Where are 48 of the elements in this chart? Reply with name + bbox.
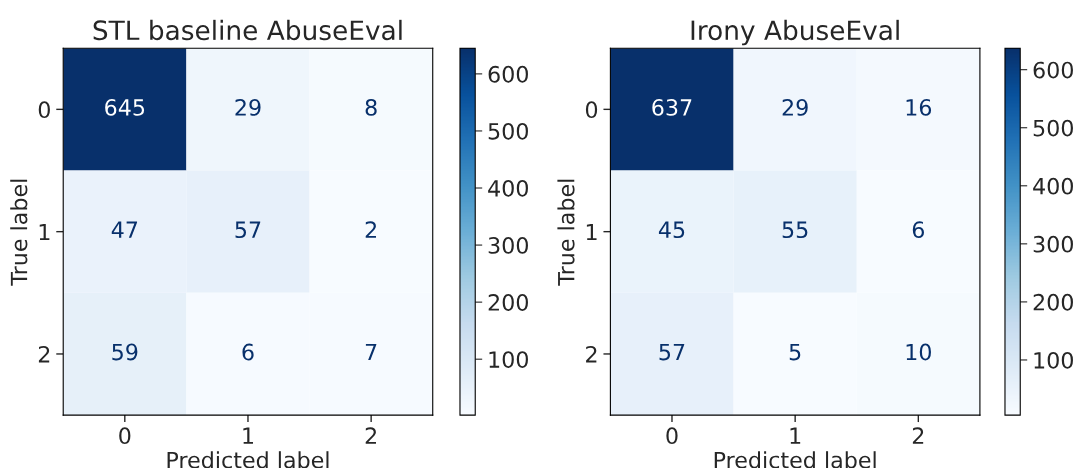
color-bar-label: 400 [1033,177,1073,195]
data-label: 10 [906,343,931,361]
data-label: 47 [111,221,138,238]
data-label: 2 [365,221,376,238]
color-bar-label: 300 [1033,235,1073,253]
data-label: 5 [789,343,801,361]
x-tick-label: 2 [365,427,376,444]
color-bar-label: 300 [488,237,528,254]
chart-title: Irony AbuseEval [691,19,899,46]
data-label: 6 [242,343,254,361]
color-bar-label: 200 [1033,293,1073,311]
x-axis-title: Predicted label [714,451,876,468]
data-label: 637 [652,98,692,116]
x-tick-label: 2 [912,427,924,444]
data-label: 57 [235,221,261,239]
data-label: 45 [658,221,685,239]
y-tick-label: 0 [585,101,598,119]
x-tick-label: 0 [666,427,678,445]
y-tick-label: 2 [38,345,50,363]
data-label: 16 [906,98,932,116]
color-bar-label: 100 [489,351,528,368]
x-tick-label: 1 [243,427,253,444]
x-tick-label: 1 [790,427,801,444]
chart-title: STL baseline AbuseEval [93,19,402,41]
y-tick-label: 1 [39,223,50,241]
color-bar-label: 600 [1033,61,1073,79]
data-label: 55 [782,221,808,239]
color-bar-label: 400 [488,179,528,197]
color-bar-label: 500 [1033,119,1073,137]
data-label: 59 [112,343,138,361]
x-tick-label: 0 [119,427,131,445]
data-label: 8 [365,98,377,116]
y-tick-label: 0 [38,101,50,119]
color-bar-label: 500 [488,122,528,140]
y-axis-title: True label [557,179,575,286]
data-label: 57 [659,343,685,361]
x-axis-title: Predicted label [167,451,329,468]
data-label: 29 [235,98,261,116]
color-bar-label: 200 [488,294,528,311]
data-label: 29 [782,98,808,116]
y-axis-title: True label [10,179,28,286]
data-label: 6 [912,221,924,239]
data-label: 7 [365,343,377,361]
color-bar-label: 100 [1034,351,1073,369]
y-tick-label: 1 [586,223,597,241]
y-tick-label: 2 [586,345,597,363]
data-label: 645 [105,98,145,116]
color-bar-label: 600 [488,65,528,83]
